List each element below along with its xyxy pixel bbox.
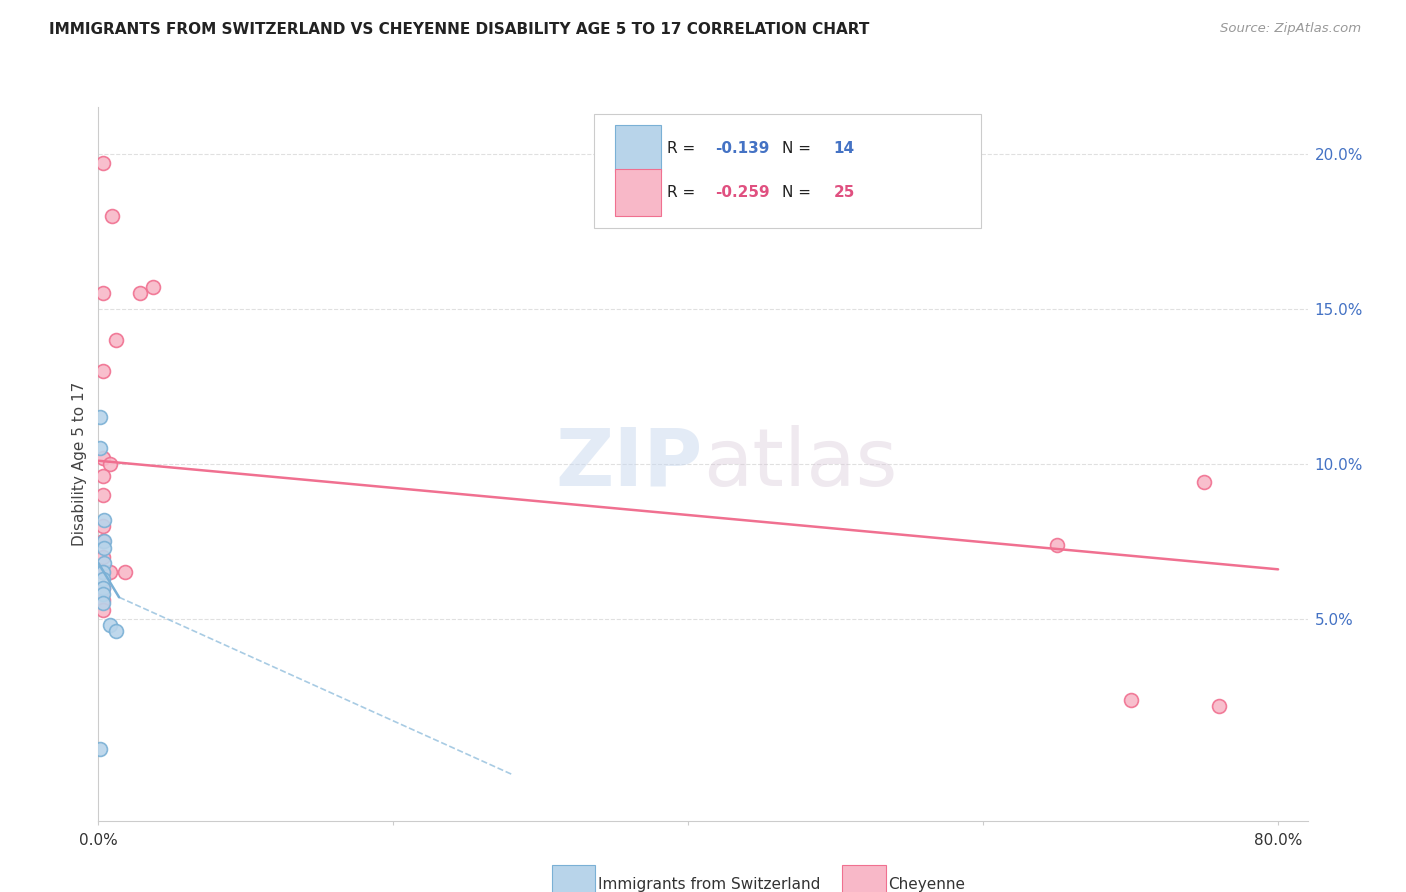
Point: [91, 156, 114, 170]
Text: Source: ZipAtlas.com: Source: ZipAtlas.com: [1220, 22, 1361, 36]
FancyBboxPatch shape: [595, 114, 981, 228]
Point: [91, 597, 114, 611]
Point: [1194, 475, 1216, 490]
Text: Immigrants from Switzerland: Immigrants from Switzerland: [598, 878, 820, 892]
Point: [91, 519, 114, 533]
Text: Cheyenne: Cheyenne: [889, 878, 965, 892]
FancyBboxPatch shape: [614, 125, 661, 171]
Point: [91, 534, 114, 549]
Point: [91, 286, 114, 301]
FancyBboxPatch shape: [553, 865, 595, 892]
Point: [98, 566, 121, 580]
Text: ZIP: ZIP: [555, 425, 703, 503]
Y-axis label: Disability Age 5 to 17: Disability Age 5 to 17: [72, 382, 87, 546]
Point: [91, 587, 114, 601]
Point: [105, 624, 128, 639]
Text: N =: N =: [782, 141, 815, 156]
Point: [98, 457, 121, 471]
Point: [89, 742, 111, 756]
Text: N =: N =: [782, 186, 815, 200]
Text: atlas: atlas: [703, 425, 897, 503]
Point: [98, 618, 121, 632]
Point: [1119, 692, 1142, 706]
Text: -0.259: -0.259: [716, 186, 769, 200]
Point: [91, 566, 114, 580]
Point: [91, 581, 114, 595]
Point: [128, 286, 150, 301]
Point: [89, 410, 111, 425]
Point: [93, 513, 115, 527]
Text: R =: R =: [666, 186, 700, 200]
Point: [1208, 698, 1230, 713]
Point: [91, 566, 114, 580]
Point: [1046, 537, 1069, 551]
Point: [91, 488, 114, 502]
FancyBboxPatch shape: [614, 169, 661, 216]
Text: -0.139: -0.139: [716, 141, 769, 156]
Point: [93, 556, 115, 570]
Point: [91, 572, 114, 586]
Text: IMMIGRANTS FROM SWITZERLAND VS CHEYENNE DISABILITY AGE 5 TO 17 CORRELATION CHART: IMMIGRANTS FROM SWITZERLAND VS CHEYENNE …: [49, 22, 869, 37]
Text: 25: 25: [834, 186, 855, 200]
Point: [91, 566, 114, 580]
Point: [91, 549, 114, 564]
Text: 14: 14: [834, 141, 855, 156]
Point: [100, 209, 122, 223]
FancyBboxPatch shape: [842, 865, 886, 892]
Point: [91, 593, 114, 607]
Text: R =: R =: [666, 141, 700, 156]
Point: [91, 450, 114, 465]
Point: [114, 566, 136, 580]
Point: [142, 280, 165, 294]
Point: [105, 333, 128, 347]
Point: [91, 602, 114, 616]
Point: [91, 469, 114, 483]
Point: [93, 534, 115, 549]
Point: [93, 541, 115, 555]
Point: [91, 364, 114, 378]
Point: [91, 581, 114, 595]
Point: [89, 442, 111, 456]
